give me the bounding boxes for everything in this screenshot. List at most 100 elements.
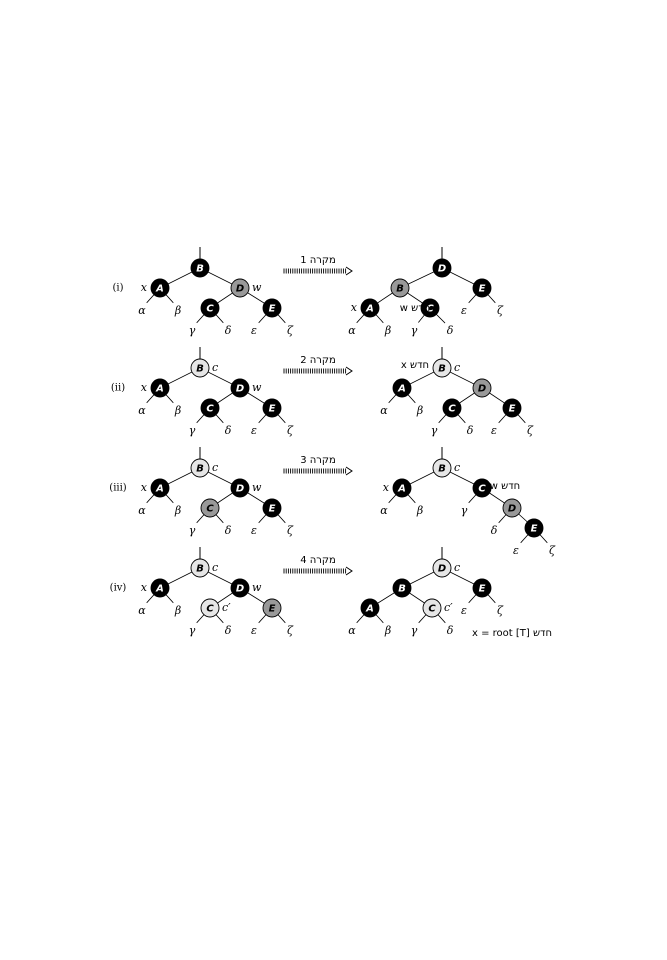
tree-node: E bbox=[524, 518, 544, 538]
node-circle bbox=[390, 278, 410, 298]
node-circle bbox=[432, 258, 452, 278]
subtree-label: ε bbox=[251, 424, 257, 437]
node-label: C bbox=[478, 484, 486, 495]
subtree-label: α bbox=[348, 624, 356, 637]
tree-node: B bbox=[392, 578, 412, 598]
node-circle bbox=[502, 498, 522, 518]
node-circle bbox=[200, 298, 220, 318]
node-circle bbox=[392, 478, 412, 498]
subtree-label: ζ bbox=[287, 524, 294, 537]
node-circle bbox=[150, 278, 170, 298]
case-label: מקרה 3 bbox=[300, 455, 336, 466]
node-circle bbox=[150, 378, 170, 398]
tree-node: E bbox=[262, 298, 282, 318]
node-label: E bbox=[531, 524, 538, 535]
node-circle bbox=[190, 458, 210, 478]
subtree-label: ζ bbox=[527, 424, 534, 437]
node-label: E bbox=[269, 304, 276, 315]
subtree-label: β bbox=[384, 324, 391, 337]
case-label: מקרה 2 bbox=[300, 355, 336, 366]
subtree-label: α bbox=[138, 604, 146, 617]
node-label: D bbox=[478, 384, 486, 395]
node-label: B bbox=[196, 364, 204, 375]
tree-node: C bbox=[200, 498, 220, 518]
arrow-head bbox=[345, 466, 353, 476]
tree-node: C bbox=[200, 298, 220, 318]
tree-node: D bbox=[432, 258, 452, 278]
tree-node: C bbox=[200, 398, 220, 418]
tree-node: Ax bbox=[141, 278, 170, 298]
case-label: מקרה 4 bbox=[300, 555, 336, 566]
subtree-label: δ bbox=[447, 624, 454, 637]
node-circle bbox=[190, 258, 210, 278]
subtree-label: γ bbox=[411, 324, 418, 337]
subtree-label: γ bbox=[189, 624, 196, 637]
node-circle bbox=[524, 518, 544, 538]
node-tag: x bbox=[141, 481, 148, 494]
tree-node: Ax bbox=[141, 378, 170, 398]
subtree-label: α bbox=[138, 404, 146, 417]
node-circle bbox=[442, 398, 462, 418]
subtree-label: ζ bbox=[497, 604, 504, 617]
node-label: A bbox=[365, 604, 374, 615]
node-label: B bbox=[196, 564, 204, 575]
arrow-head bbox=[345, 366, 353, 376]
node-circle bbox=[262, 298, 282, 318]
node-label: E bbox=[269, 604, 276, 615]
tree-node: Ax bbox=[383, 478, 412, 498]
node-label: B bbox=[438, 364, 446, 375]
subtree-label: γ bbox=[189, 524, 196, 537]
node-tag: c bbox=[454, 461, 460, 474]
subtree-label: δ bbox=[225, 524, 232, 537]
node-tag: x bbox=[383, 481, 390, 494]
node-circle bbox=[190, 558, 210, 578]
node-circle bbox=[432, 358, 452, 378]
node-circle bbox=[420, 298, 440, 318]
node-tag: w bbox=[252, 581, 262, 594]
node-label: C bbox=[206, 304, 214, 315]
node-tag: w bbox=[252, 381, 262, 394]
node-label: B bbox=[398, 584, 406, 595]
arrow-head bbox=[345, 266, 353, 276]
subtree-label: ε bbox=[461, 304, 467, 317]
node-label: E bbox=[269, 404, 276, 415]
tree-node: D bbox=[502, 498, 522, 518]
subtree-label: α bbox=[138, 304, 146, 317]
node-circle bbox=[472, 478, 492, 498]
node-circle bbox=[200, 398, 220, 418]
case-label: מקרה 1 bbox=[300, 255, 336, 266]
row-label: (ii) bbox=[111, 383, 125, 394]
node-label: C bbox=[426, 304, 434, 315]
tree-node: E bbox=[472, 578, 492, 598]
result-note: w חדש bbox=[400, 303, 430, 314]
subtree-label: ε bbox=[251, 624, 257, 637]
node-circle bbox=[262, 498, 282, 518]
node-circle bbox=[392, 378, 412, 398]
subtree-label: ζ bbox=[287, 624, 294, 637]
subtree-label: γ bbox=[189, 424, 196, 437]
subtree-label: ζ bbox=[497, 304, 504, 317]
node-label: A bbox=[365, 304, 374, 315]
node-circle bbox=[432, 558, 452, 578]
tree-node: C bbox=[442, 398, 462, 418]
subtree-label: ζ bbox=[549, 544, 556, 557]
subtree-label: δ bbox=[491, 524, 498, 537]
subtree-label: δ bbox=[467, 424, 474, 437]
tree-node: C bbox=[472, 478, 492, 498]
row-label: (iii) bbox=[109, 483, 126, 494]
subtree-label: ζ bbox=[287, 324, 294, 337]
after-tree: α β γ δε ζ D B E Ax Cw חדש bbox=[348, 247, 504, 337]
node-circle bbox=[190, 358, 210, 378]
